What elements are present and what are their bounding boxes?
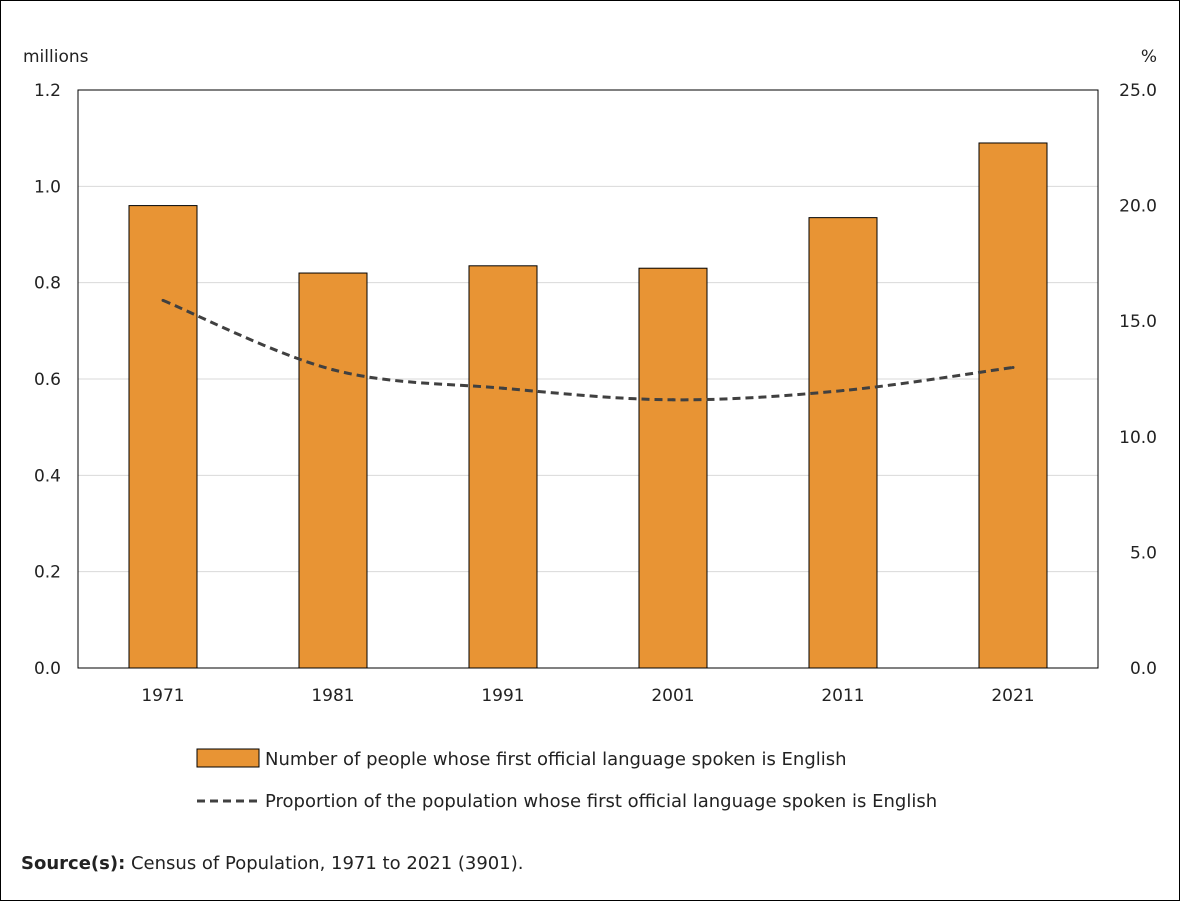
x-tick-label: 1991 <box>481 686 524 706</box>
x-tick-label: 2001 <box>651 686 694 706</box>
bar <box>638 267 708 669</box>
line-point <box>501 386 505 390</box>
proportion-line <box>162 299 1014 402</box>
legend-bar-label: Number of people whose first official la… <box>265 749 847 770</box>
y-left-tick-label: 0.2 <box>34 563 61 583</box>
y-right-tick-label: 20.0 <box>1119 197 1157 217</box>
bar <box>978 142 1048 669</box>
y-left-tick-label: 1.2 <box>34 81 61 101</box>
legend-bar-swatch <box>196 748 260 768</box>
y-right-tick-label: 25.0 <box>1119 81 1157 101</box>
y-right-tick-label: 0.0 <box>1130 659 1157 679</box>
y-right-tick-label: 15.0 <box>1119 312 1157 332</box>
bar <box>468 265 538 669</box>
y-right-tick-label: 10.0 <box>1119 428 1157 448</box>
y-right-axis-label: % <box>1141 47 1157 67</box>
y-left-tick-label: 0.4 <box>34 466 61 486</box>
legend-line-label: Proportion of the population whose first… <box>265 791 937 812</box>
line-point <box>331 368 335 372</box>
y-left-tick-label: 0.6 <box>34 370 61 390</box>
source-note: Source(s): Census of Population, 1971 to… <box>21 853 523 874</box>
y-left-tick-label: 0.8 <box>34 274 61 294</box>
bar <box>808 217 878 669</box>
y-left-axis-label: millions <box>23 47 89 67</box>
bar <box>298 272 368 669</box>
y-right-tick-label: 5.0 <box>1130 543 1157 563</box>
y-left-tick-label: 1.0 <box>34 177 61 197</box>
source-text: Census of Population, 1971 to 2021 (3901… <box>125 853 524 874</box>
y-left-tick-label: 0.0 <box>34 659 61 679</box>
line-point <box>161 298 165 302</box>
bar <box>128 205 198 669</box>
line-point <box>1011 365 1015 369</box>
x-tick-label: 2011 <box>821 686 864 706</box>
line-point <box>671 398 675 402</box>
line-point <box>841 389 845 393</box>
x-tick-label: 2021 <box>991 686 1034 706</box>
source-label: Source(s): <box>21 853 126 874</box>
plot-border <box>77 89 1099 669</box>
x-tick-label: 1971 <box>141 686 184 706</box>
x-tick-label: 1981 <box>311 686 354 706</box>
